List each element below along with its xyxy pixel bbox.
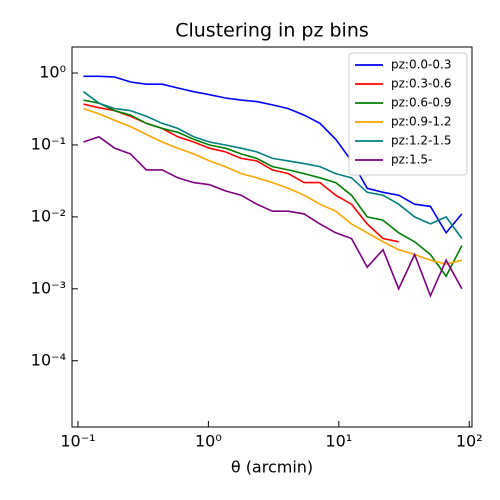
y-tick-label: 10⁻³ (31, 278, 66, 297)
legend-label: pz:0.3-0.6 (391, 77, 451, 91)
y-tick-label: 10⁰ (39, 63, 66, 82)
x-tick-label: 10⁻¹ (60, 432, 95, 451)
legend-label: pz:1.5- (391, 153, 432, 167)
legend-label: pz:0.9-1.2 (391, 115, 451, 129)
y-tick-label: 10⁻⁴ (31, 350, 66, 369)
legend-label: pz:0.0-0.3 (391, 58, 451, 72)
legend-label: pz:1.2-1.5 (391, 134, 451, 148)
chart-title: Clustering in pz bins (175, 20, 369, 42)
y-tick-label: 10⁻¹ (31, 134, 66, 153)
y-tick-label: 10⁻² (31, 206, 66, 225)
series-line (83, 75, 463, 235)
plot-frame (71, 46, 473, 428)
x-tick-label: 10² (456, 432, 483, 451)
series-line (83, 99, 463, 278)
series-line (83, 135, 463, 298)
x-tick-label: 10¹ (325, 432, 352, 451)
x-axis-label: θ (arcmin) (231, 458, 313, 477)
series-line (83, 107, 463, 266)
series-line (82, 91, 463, 239)
x-tick-label: 10⁰ (195, 432, 222, 451)
legend-label: pz:0.6-0.9 (391, 96, 451, 110)
